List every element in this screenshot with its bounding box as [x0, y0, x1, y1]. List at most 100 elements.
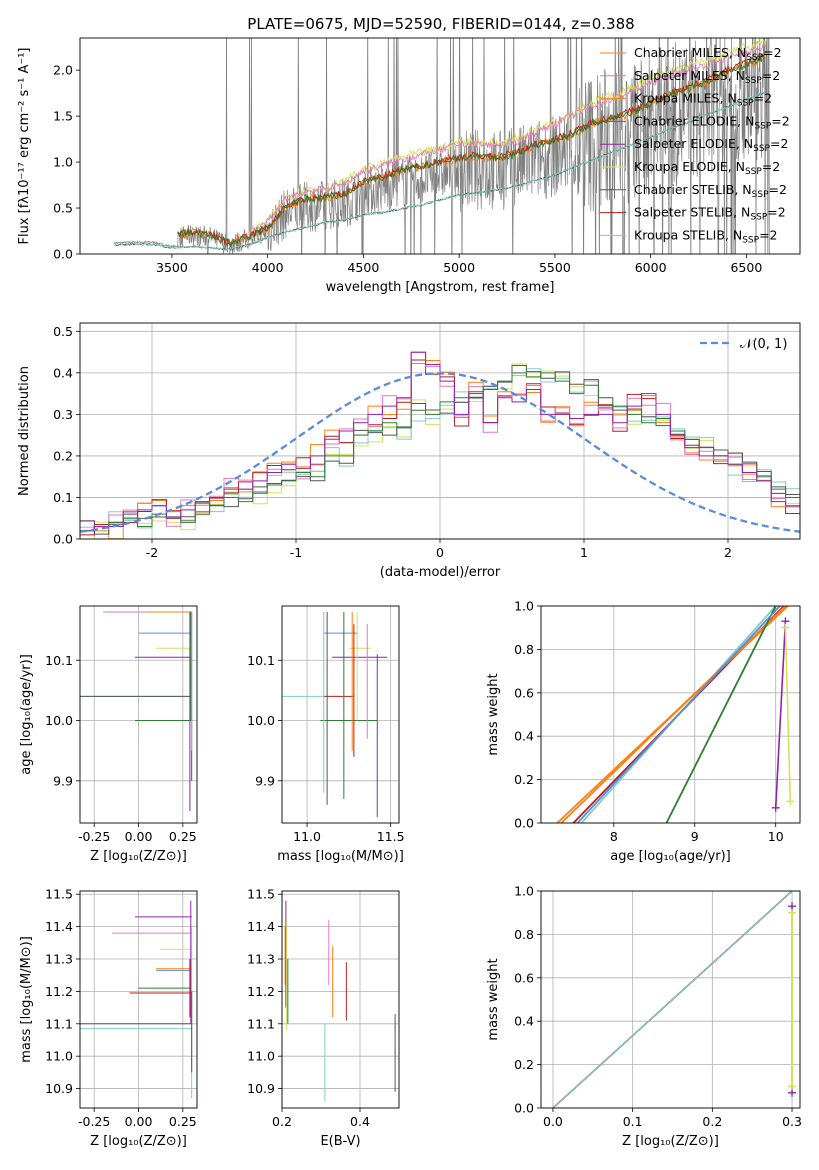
legend-subscript: SSP	[737, 99, 754, 109]
age-weight-line	[784, 627, 792, 802]
age-vs-mass-axes: 11.0 11.5 9.9 10.0 10.1 mass [log₁₀(M/M⊙)]	[247, 605, 405, 864]
x-tick-label: 1	[580, 545, 588, 560]
y-tick-label: 0.0	[53, 532, 73, 547]
y-tick-label: 1.0	[514, 599, 534, 614]
legend-subscript: SSP	[754, 121, 771, 131]
residuals-frame	[79, 322, 801, 540]
x-tick-label: 0.4	[350, 1114, 370, 1129]
y-tick-label: 0.6	[514, 970, 534, 985]
legend-text: =2	[754, 91, 772, 106]
model-spectrum-line	[248, 39, 766, 237]
y-tick-label: 0.2	[53, 448, 73, 463]
y-tick-label: 11.3	[45, 952, 73, 967]
y-tick-label: 0.4	[53, 365, 73, 380]
y-tick-label: 9.9	[255, 773, 275, 788]
weight-vs-age-plot	[556, 606, 795, 823]
Z-weight-marker	[788, 908, 797, 917]
x-tick-label: 6000	[635, 260, 667, 275]
weight-vs-Z-frame	[540, 890, 801, 1109]
legend-text: =2	[759, 227, 777, 242]
y-tick-label: 10.0	[247, 713, 275, 728]
legend-subscript: SSP	[753, 144, 770, 154]
x-axis-label: E(B-V)	[320, 1134, 360, 1149]
x-tick-label: 2	[724, 545, 732, 560]
legend-text: Chabrier ELODIE, N	[634, 113, 754, 128]
y-tick-label: 0.4	[514, 1014, 534, 1029]
x-tick-label: 0.3	[782, 1114, 802, 1129]
legend-subscript: SSP	[742, 235, 759, 245]
x-tick-label: 6500	[730, 260, 762, 275]
x-tick-label: -0.25	[78, 1114, 110, 1129]
legend-text: Kroupa STELIB, N	[634, 227, 742, 242]
y-tick-label: 11.2	[247, 984, 275, 999]
x-tick-label: 11.5	[377, 829, 405, 844]
y-tick-label: 0.4	[514, 729, 534, 744]
legend-entry: Chabrier ELODIE, NSSP=2	[634, 113, 790, 131]
model-spectrum-line	[177, 53, 766, 247]
legend-text: Kroupa ELODIE, N	[634, 159, 745, 174]
y-tick-label: 11.3	[247, 952, 275, 967]
x-tick-label: 0.0	[543, 1114, 563, 1129]
y-axis-label: mass weight	[486, 673, 501, 755]
y-tick-label: 10.0	[45, 713, 73, 728]
mass-vs-Z-frame	[79, 890, 198, 1109]
y-tick-label: 0.5	[53, 201, 73, 216]
y-tick-label: 0.3	[53, 407, 73, 422]
mass-vs-Z-axes: -0.25 0.00 0.25 10.9 11.0 11.1 11.2 11.3 11.4 11.…	[19, 887, 198, 1149]
legend-subscript: SSP	[745, 76, 762, 86]
x-tick-label: 0.25	[169, 829, 197, 844]
weight-vs-Z-plot	[552, 891, 794, 1108]
x-axis-label: (data-model)/error	[380, 565, 501, 580]
age-vs-Z-plot	[80, 611, 193, 811]
y-tick-label: 11.1	[45, 1016, 73, 1031]
legend-text: =2	[770, 136, 788, 151]
x-axis-label: age [log₁₀(age/yr)]	[610, 849, 731, 864]
legend-text: Chabrier MILES, N	[634, 45, 746, 60]
y-tick-label: 11.4	[247, 919, 275, 934]
y-tick-label: 11.2	[45, 984, 73, 999]
y-axis-label: Normed distribution	[17, 366, 32, 496]
x-axis-label: Z [log₁₀(Z/Z⊙)]	[622, 1134, 719, 1149]
legend-entry: Salpeter STELIB, NSSP=2	[634, 205, 786, 223]
age-weight-line	[665, 606, 777, 823]
legend-entry: Chabrier MILES, NSSP=2	[634, 45, 782, 63]
x-tick-label: 5000	[443, 260, 475, 275]
model-spectrum-line	[114, 91, 766, 251]
x-tick-label: 0.00	[125, 1114, 153, 1129]
legend-entry: Salpeter MILES, NSSP=2	[634, 68, 780, 86]
y-tick-label: 10.9	[247, 1081, 275, 1096]
legend-text: Kroupa MILES, N	[634, 91, 737, 106]
x-tick-label: 9	[691, 829, 699, 844]
spectrum-plot	[114, 38, 770, 254]
y-tick-label: 1.0	[53, 155, 73, 170]
y-axis-label: age [log₁₀(age/yr)]	[19, 654, 34, 775]
y-tick-label: 10.1	[45, 653, 73, 668]
gaussian-reference-line	[80, 372, 800, 533]
age-weight-line	[560, 606, 787, 823]
y-tick-label: 0.1	[53, 490, 73, 505]
age-weight-line	[774, 621, 787, 808]
legend-text: =2	[763, 45, 781, 60]
y-tick-label: 9.9	[53, 773, 73, 788]
legend-entry: Kroupa MILES, NSSP=2	[634, 91, 772, 109]
age-vs-mass-frame	[281, 605, 400, 824]
legend-subscript: SSP	[745, 167, 762, 177]
legend-entry: 𝒩(0, 1)	[740, 337, 787, 352]
age-weight-marker	[781, 623, 790, 632]
model-spectrum-line	[177, 54, 766, 248]
y-tick-label: 0.8	[514, 642, 534, 657]
y-tick-label: 11.5	[247, 887, 275, 902]
mass-vs-ebv-plot	[284, 900, 396, 1102]
y-tick-label: 0.0	[53, 247, 73, 262]
residual-histogram	[80, 372, 800, 532]
y-tick-label: 10.9	[45, 1081, 73, 1096]
model-spectrum-line	[248, 42, 766, 238]
x-tick-label: 0.00	[125, 829, 153, 844]
y-tick-label: 2.0	[53, 63, 73, 78]
residuals-plot	[80, 351, 800, 539]
x-tick-label: 0.1	[623, 1114, 643, 1129]
mass-vs-ebv-axes: 0.2 0.4 10.9 11.0 11.1 11.2 11.3 11.4 11.5 E(B-V)	[247, 887, 400, 1149]
x-axis-label: Z [log₁₀(Z/Z⊙)]	[90, 849, 187, 864]
legend-entry: Salpeter ELODIE, NSSP=2	[634, 136, 788, 154]
